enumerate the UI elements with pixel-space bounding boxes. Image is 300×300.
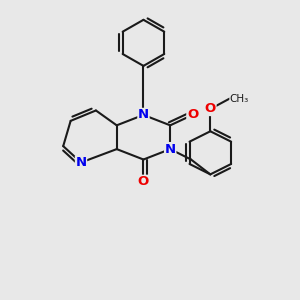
Text: O: O	[187, 108, 198, 122]
Text: N: N	[138, 108, 149, 122]
Text: N: N	[165, 142, 176, 156]
Text: O: O	[138, 175, 149, 188]
Text: O: O	[205, 103, 216, 116]
Text: CH₃: CH₃	[230, 94, 249, 103]
Text: N: N	[76, 156, 87, 169]
